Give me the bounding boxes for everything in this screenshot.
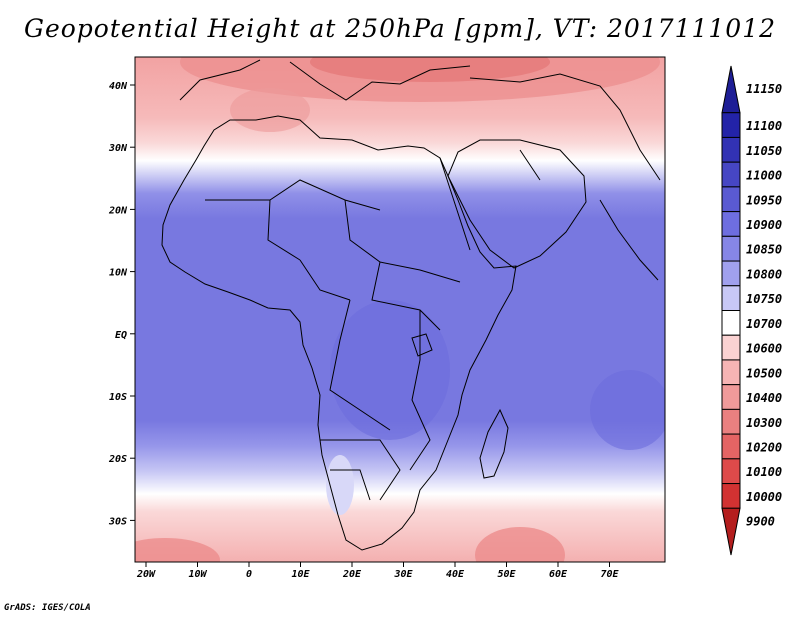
colorbar-level-label: 10900 [746,218,782,232]
lat-tick-label: 10S [109,392,127,403]
map-frame [134,56,666,563]
colorbar-top-arrow [721,65,741,114]
colorbar-level-label: 10400 [746,391,782,405]
lon-tick-label: 70E [600,569,619,580]
lat-tick-label: 30N [108,143,128,154]
lon-tick-label: 40E [446,569,465,580]
lon-tick-label: 30E [393,569,413,580]
colorbar-level-label: 10000 [746,490,782,504]
colorbar-level-label: 10600 [746,342,782,356]
lon-tick-label: 10E [291,569,310,580]
latitude-axis: 40N 30N 20N 10N EQ 10S 20S 30S [108,81,135,527]
colorbar-level-label: 10200 [746,440,782,454]
colorbar-swatch [721,433,741,460]
lat-tick-label: 40N [109,81,128,92]
colorbar-swatch [721,458,741,485]
colorbar-swatch [721,136,741,163]
colorbar-swatch [721,483,741,509]
lon-tick-label: 60E [549,569,568,580]
lon-tick-label: 20W [136,569,156,580]
colorbar-level-label: 10300 [746,416,782,430]
colorbar: 11150 11100 11050 11000 10950 10900 10850 10800… [721,65,782,556]
contour-fill [135,57,665,562]
colorbar-swatch [721,408,741,435]
colorbar-level-label: 11050 [746,144,782,158]
credit-text: GrADS: IGES/COLA [4,603,91,613]
colorbar-level-label: 10750 [746,292,782,306]
colorbar-swatch [721,285,741,311]
colorbar-bottom-arrow [721,507,741,556]
colorbar-swatch [721,260,741,287]
lat-tick-label: 20S [108,454,127,465]
colorbar-level-label: 9900 [746,515,775,529]
lat-tick-label: EQ [115,330,127,341]
colorbar-swatch [721,359,741,386]
longitude-axis: 20W 10W 0 10E 20E 30E 40E 50E 60E 70E [136,562,620,580]
colorbar-swatch [721,161,741,188]
colorbar-level-label: 11150 [746,82,782,96]
colorbar-level-label: 11100 [746,119,782,133]
colorbar-swatch [721,211,741,237]
lon-tick-label: 50E [497,569,516,580]
colorbar-swatch [721,186,741,213]
colorbar-level-label: 11000 [746,169,782,183]
colorbar-swatch [721,235,741,262]
lon-tick-label: 10W [188,569,207,580]
lat-tick-label: 10N [109,268,128,279]
colorbar-level-label: 10950 [746,193,782,207]
colorbar-level-label: 10850 [746,243,782,257]
colorbar-swatch [721,310,741,336]
lat-tick-label: 20N [108,205,128,216]
lat-tick-label: 30S [108,516,127,527]
colorbar-level-label: 10800 [746,267,782,281]
colorbar-level-label: 10700 [746,317,782,331]
colorbar-level-label: 10500 [746,366,782,380]
colorbar-swatch [721,112,741,138]
coastlines [161,59,661,551]
map-title: Geopotential Height at 250hPa [gpm], VT:… [23,14,777,43]
colorbar-swatch [721,334,741,361]
lon-tick-label: 20E [342,569,362,580]
lon-tick-label: 0 [246,569,252,580]
colorbar-level-label: 10100 [746,465,782,479]
colorbar-swatch [721,384,741,410]
